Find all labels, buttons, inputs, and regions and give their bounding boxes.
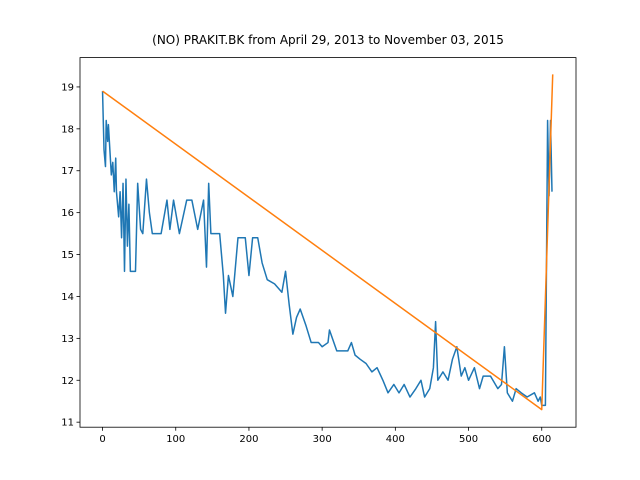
line-series	[101, 91, 553, 407]
x-tick-label: 300	[313, 434, 332, 445]
y-tick-label: 17	[61, 166, 74, 177]
chart-title: (NO) PRAKIT.BK from April 29, 2013 to No…	[152, 33, 504, 47]
x-tick-label: 100	[166, 434, 185, 445]
y-tick-label: 11	[61, 418, 74, 429]
y-tick-label: 19	[61, 82, 74, 93]
x-tick-label: 0	[99, 434, 105, 445]
y-tick-label: 16	[61, 208, 74, 219]
x-tick-label: 200	[239, 434, 258, 445]
line-series	[102, 74, 554, 411]
y-tick-label: 13	[61, 334, 74, 345]
y-tick-label: 18	[61, 124, 74, 135]
axes-frame	[79, 57, 577, 428]
y-tick-label: 15	[61, 250, 74, 261]
y-tick-label: 12	[61, 376, 74, 387]
x-tick-label: 400	[386, 434, 405, 445]
x-tick-label: 500	[459, 434, 478, 445]
y-tick-label: 14	[61, 292, 74, 303]
x-tick-label: 600	[532, 434, 551, 445]
